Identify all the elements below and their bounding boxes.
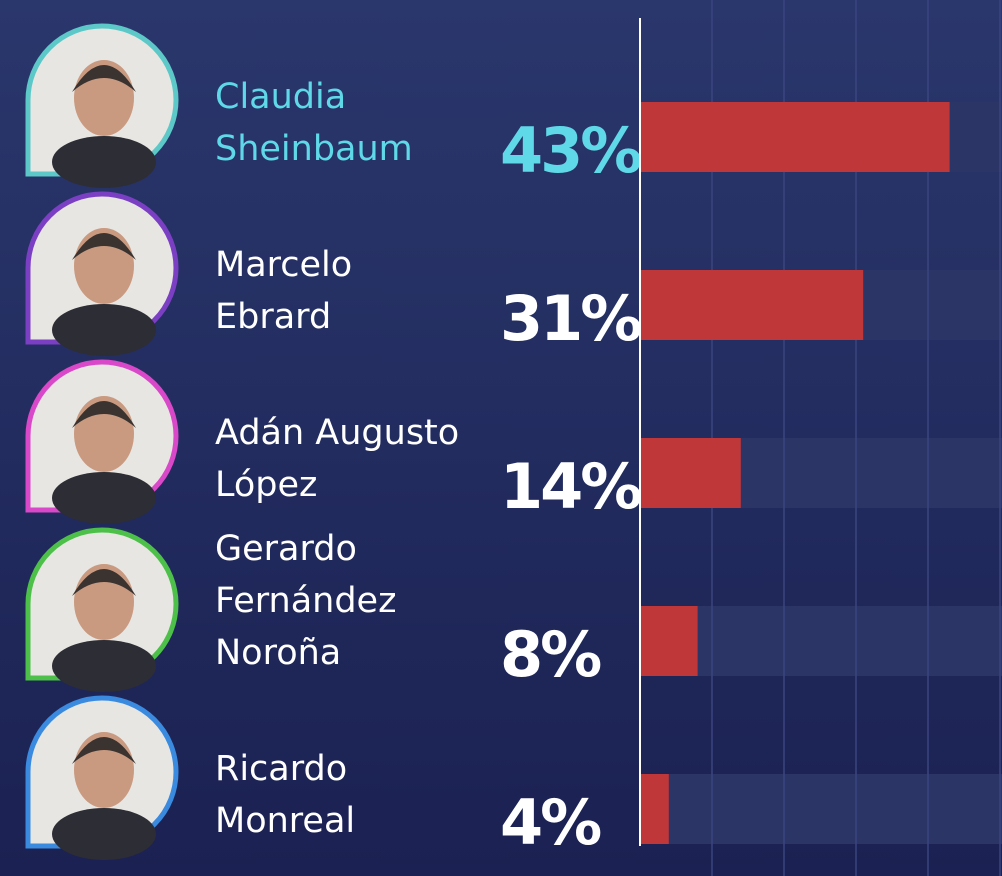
portrait-hair [72, 569, 136, 596]
value-label: 43% [500, 114, 641, 187]
candidate-name: Gerardo [215, 529, 357, 569]
candidate-name: Noroña [215, 633, 341, 673]
candidate-name: Fernández [215, 581, 396, 621]
portrait [25, 527, 179, 692]
value-label: 8% [500, 618, 601, 691]
portrait [25, 359, 179, 524]
portrait-body [52, 808, 156, 860]
value-label: 31% [500, 282, 641, 355]
portrait-body [52, 136, 156, 188]
candidate-name: Adán Augusto [215, 413, 459, 453]
candidate-name: Sheinbaum [215, 129, 413, 169]
portrait-hair [72, 401, 136, 428]
bar [640, 774, 669, 844]
portrait-body [52, 640, 156, 692]
bar-track [640, 606, 1002, 676]
bar [640, 270, 864, 340]
value-label: 4% [500, 786, 601, 859]
portrait-hair [72, 65, 136, 92]
portrait [25, 695, 179, 860]
bar [640, 438, 741, 508]
value-label: 14% [500, 450, 641, 523]
candidate-name: Monreal [215, 801, 355, 841]
bar [640, 606, 698, 676]
candidate-name: Ebrard [215, 297, 331, 337]
portrait [25, 23, 179, 188]
bar-track [640, 774, 1002, 844]
portrait-hair [72, 737, 136, 764]
candidate-name: Marcelo [215, 245, 352, 285]
portrait-body [52, 472, 156, 524]
bar [640, 102, 950, 172]
portrait [25, 191, 179, 356]
portrait-hair [72, 233, 136, 260]
portrait-body [52, 304, 156, 356]
candidate-name: López [215, 465, 317, 505]
candidate-name: Ricardo [215, 749, 347, 789]
candidate-name: Claudia [215, 77, 346, 117]
